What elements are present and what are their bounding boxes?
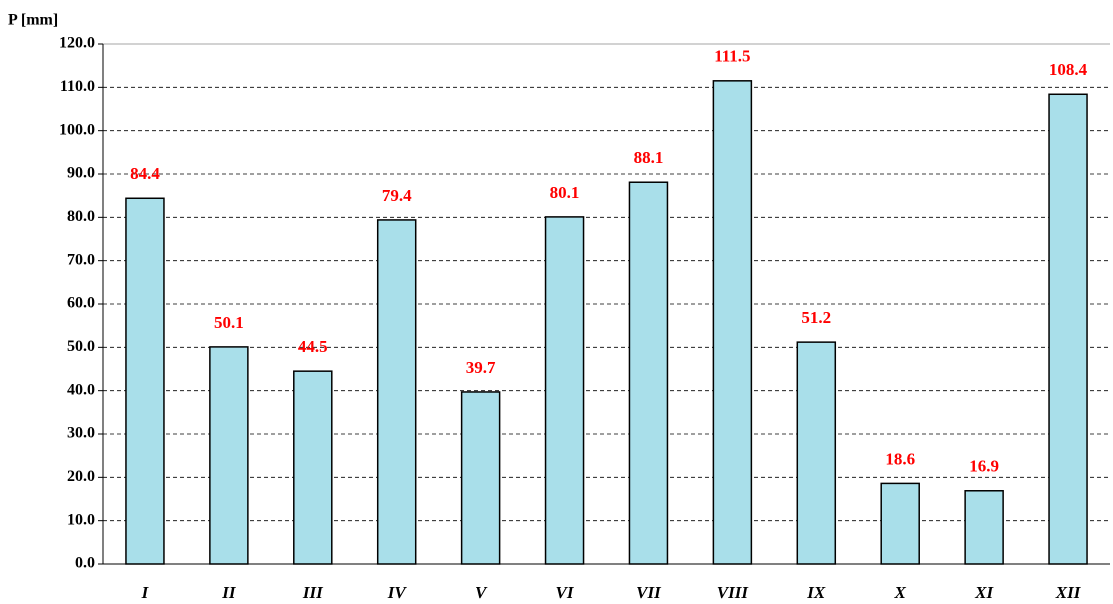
bar — [209, 346, 249, 565]
bar — [125, 197, 165, 565]
y-tick-label: 50.0 — [67, 338, 95, 355]
bar — [544, 216, 585, 565]
x-tick-label: V — [475, 583, 488, 602]
value-label: 79.4 — [382, 186, 412, 205]
bar — [376, 219, 417, 565]
y-tick-label: 60.0 — [67, 295, 95, 312]
bar — [628, 181, 669, 565]
y-tick-label: 120.0 — [59, 35, 95, 52]
value-label: 111.5 — [714, 47, 750, 66]
y-tick-label: 0.0 — [75, 555, 95, 572]
bar — [460, 391, 501, 565]
x-tick-label: VII — [636, 583, 662, 602]
value-label: 51.2 — [801, 308, 831, 327]
x-tick-label: X — [894, 583, 907, 602]
value-label: 44.5 — [298, 337, 328, 356]
y-tick-label: 20.0 — [67, 468, 95, 485]
y-tick-label: 90.0 — [67, 165, 95, 182]
x-tick-label: VI — [556, 583, 575, 602]
y-tick-label: 10.0 — [67, 511, 95, 528]
bar — [293, 370, 333, 565]
value-label: 108.4 — [1049, 60, 1088, 79]
bar — [1048, 93, 1088, 565]
x-tick-label: I — [141, 583, 150, 602]
bar — [712, 80, 753, 565]
x-tick-label: II — [221, 583, 237, 602]
y-axis-label: P [mm] — [8, 12, 58, 29]
y-tick-label: 30.0 — [67, 425, 95, 442]
x-tick-label: XII — [1055, 583, 1082, 602]
value-label: 80.1 — [550, 183, 580, 202]
value-label: 18.6 — [885, 449, 915, 468]
x-tick-label: IV — [387, 583, 408, 602]
y-tick-label: 100.0 — [59, 121, 95, 138]
y-tick-label: 110.0 — [60, 78, 95, 95]
y-tick-label: 40.0 — [67, 381, 95, 398]
value-label: 39.7 — [466, 358, 496, 377]
value-label: 88.1 — [634, 148, 664, 167]
value-label: 84.4 — [130, 164, 160, 183]
x-tick-label: III — [302, 583, 324, 602]
value-label: 16.9 — [969, 457, 999, 476]
x-tick-label: VIII — [717, 583, 750, 602]
x-tick-label: IX — [806, 583, 826, 602]
y-tick-label: 70.0 — [67, 251, 95, 268]
bar — [964, 490, 1004, 565]
y-tick-label: 80.0 — [67, 208, 95, 225]
value-label: 50.1 — [214, 313, 244, 332]
bar — [796, 341, 837, 565]
bar — [880, 482, 920, 565]
x-tick-label: XI — [974, 583, 994, 602]
